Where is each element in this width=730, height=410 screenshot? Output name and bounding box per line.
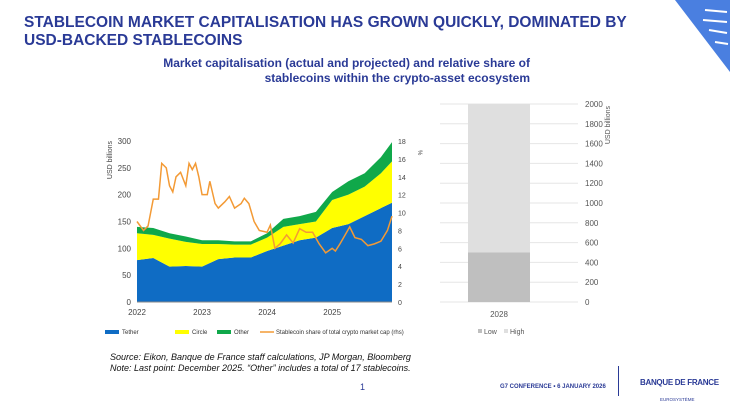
slide-title: STABLECOIN MARKET CAPITALISATION HAS GRO…: [24, 14, 627, 49]
y-axis-title: USD billions: [107, 140, 114, 179]
y2-tick-label: 2: [398, 282, 402, 289]
y-tick-label: 400: [585, 258, 599, 267]
y2-tick-label: 6: [398, 246, 402, 253]
area-other: [137, 142, 392, 245]
legend-swatch: [478, 329, 482, 333]
x-tick-label: 2028: [490, 310, 508, 319]
y2-tick-label: 12: [398, 193, 406, 200]
x-tick-label: 2024: [258, 308, 276, 317]
area-tether: [137, 202, 392, 302]
legend-swatch: [105, 330, 119, 334]
legend-swatch: [217, 330, 231, 334]
source-note: Source: Eikon, Banque de France staff ca…: [110, 352, 411, 374]
y-tick-label: 1200: [585, 179, 603, 188]
legend-swatch: [175, 330, 189, 334]
legend-label: Stablecoin share of total crypto market …: [276, 330, 404, 336]
y-tick-label: 800: [585, 219, 599, 228]
y-tick-label: 200: [118, 191, 132, 200]
source-text: Source: Eikon, Banque de France staff ca…: [110, 352, 411, 362]
banque-de-france-logo: BANQUE DE FRANCE: [640, 378, 719, 387]
y-axis-title: USD billions: [605, 106, 612, 145]
x-tick-label: 2025: [323, 308, 341, 317]
y2-tick-label: 16: [398, 157, 406, 164]
y-tick-label: 150: [118, 218, 132, 227]
y2-tick-label: 10: [398, 211, 406, 218]
y-tick-label: 50: [122, 271, 131, 280]
chart-subtitle: Market capitalisation (actual and projec…: [163, 56, 530, 85]
y-tick-label: 1600: [585, 140, 603, 149]
page-number: 1: [360, 382, 366, 392]
share-line: [136, 160, 393, 254]
y-tick-label: 250: [118, 164, 132, 173]
y-tick-label: 200: [585, 278, 599, 287]
note-text: Note: Last point: December 2025. “Other”…: [110, 363, 411, 373]
legend-swatch: [504, 329, 508, 333]
market-cap-chart: 0 50 100 150 200 250 300 0 2 4 6 8 10 12 14 16 18 2022 202…: [105, 137, 422, 336]
x-tick-label: 2023: [193, 308, 211, 317]
footer-divider: [618, 366, 619, 396]
y-tick-label: 600: [585, 239, 599, 248]
y2-tick-label: 4: [398, 264, 402, 271]
x-tick-label: 2022: [128, 308, 146, 317]
legend-label: High: [510, 329, 525, 336]
area-circle: [137, 161, 392, 267]
y-tick-label: 100: [118, 244, 132, 253]
y2-tick-label: 0: [398, 300, 402, 307]
y-tick-label: 1000: [585, 199, 603, 208]
y-tick-label: 300: [118, 137, 132, 146]
y-tick-label: 1400: [585, 159, 603, 168]
y-tick-label: 0: [585, 298, 590, 307]
legend-label: Other: [234, 330, 249, 336]
y-tick-label: 2000: [585, 100, 603, 109]
legend-label: Circle: [192, 330, 208, 336]
legend-label: Tether: [122, 330, 139, 336]
eurosysteme-label: EUROSYSTÈME: [660, 397, 695, 402]
projection-chart: 0 200 400 600 800 1000 1200 1400 1600 1800 2000 202…: [440, 100, 612, 336]
conference-label: G7 CONFERENCE • 6 JANUARY 2026: [500, 384, 606, 390]
brand-decoration-icon: [675, 0, 730, 72]
y2-axis-title: %: [416, 150, 422, 156]
legend-label: Low: [484, 329, 498, 336]
y2-tick-label: 8: [398, 228, 402, 235]
y-tick-label: 1800: [585, 120, 603, 129]
y2-tick-label: 14: [398, 175, 406, 182]
y2-tick-label: 18: [398, 139, 406, 146]
y-tick-label: 0: [127, 298, 132, 307]
bar-low: [468, 252, 530, 302]
